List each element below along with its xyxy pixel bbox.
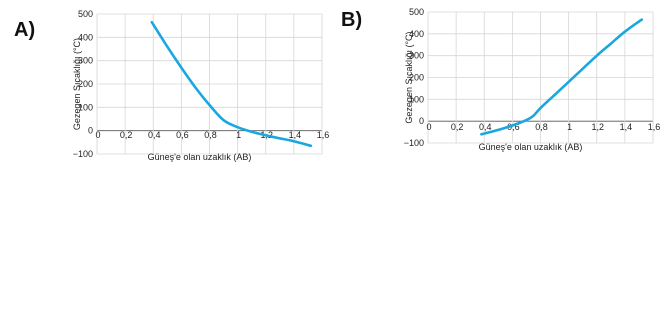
y-tick-label: 400 <box>409 29 424 39</box>
x-tick-label: 0 <box>426 122 431 132</box>
x-tick-label: 1,2 <box>591 122 604 132</box>
x-axis-title: Güneş'e olan uzaklık (AB) <box>479 142 583 152</box>
x-tick-label: 0,2 <box>120 130 133 140</box>
x-tick-label: 1 <box>567 122 572 132</box>
option-label: A) <box>14 19 35 41</box>
y-tick-label: 100 <box>78 102 93 112</box>
x-tick-label: 0,8 <box>535 122 548 132</box>
y-tick-label: 100 <box>409 94 424 104</box>
x-tick-label: 1 <box>236 130 241 140</box>
chart-panel-a: A) 500 400 300 200 100 0 −100 0 0,2 0,4 0,6 0,8 1 1,2 1… <box>0 0 332 166</box>
x-tick-label: 0 <box>95 130 100 140</box>
y-tick-label: 300 <box>78 56 93 66</box>
x-axis-title: Güneş'e olan uzaklık (AB) <box>148 152 252 162</box>
y-tick-label: −100 <box>73 149 93 159</box>
x-tick-label: 0,8 <box>204 130 217 140</box>
y-axis-title: Gezegen Sıcaklığı (°C) <box>72 38 82 130</box>
x-tick-label: 1,6 <box>648 122 661 132</box>
chart-panel-c: C)5004003002001000−10000,20,40,60,811,21… <box>0 166 332 332</box>
x-tick-label: 0,6 <box>176 130 189 140</box>
chart-svg-d: D)5004003002001000−10000,20,40,60,811,21… <box>332 166 664 332</box>
x-tick-label: 1,6 <box>317 130 330 140</box>
y-tick-label: −100 <box>404 138 424 148</box>
x-tick-label: 0,6 <box>507 122 520 132</box>
x-tick-label: 0,4 <box>479 122 492 132</box>
x-tick-label: 0,4 <box>148 130 161 140</box>
x-tick-label: 1,4 <box>620 122 633 132</box>
chart-svg-c: C)5004003002001000−10000,20,40,60,811,21… <box>0 166 332 332</box>
y-tick-label: 200 <box>78 79 93 89</box>
temperature-curve <box>480 18 644 136</box>
y-tick-label: 0 <box>88 126 93 136</box>
temperature-curve <box>150 20 313 148</box>
y-tick-label: 400 <box>78 32 93 42</box>
chart-panel-b: B) 500 400 300 200 100 0 −100 0 0,2 0,4 0,6 0,8 1 1,2 1… <box>332 0 664 166</box>
y-tick-label: 0 <box>419 116 424 126</box>
y-tick-label: 500 <box>409 7 424 17</box>
x-tick-label: 1,4 <box>289 130 302 140</box>
y-axis-title: Gezegen Sıcaklığı (°C) <box>404 31 414 123</box>
x-tick-label: 0,2 <box>451 122 464 132</box>
chart-panel-d: D)5004003002001000−10000,20,40,60,811,21… <box>332 166 664 332</box>
y-tick-label: 300 <box>409 51 424 61</box>
y-tick-label: 500 <box>78 9 93 19</box>
option-label: B) <box>341 9 362 31</box>
y-tick-label: 200 <box>409 73 424 83</box>
